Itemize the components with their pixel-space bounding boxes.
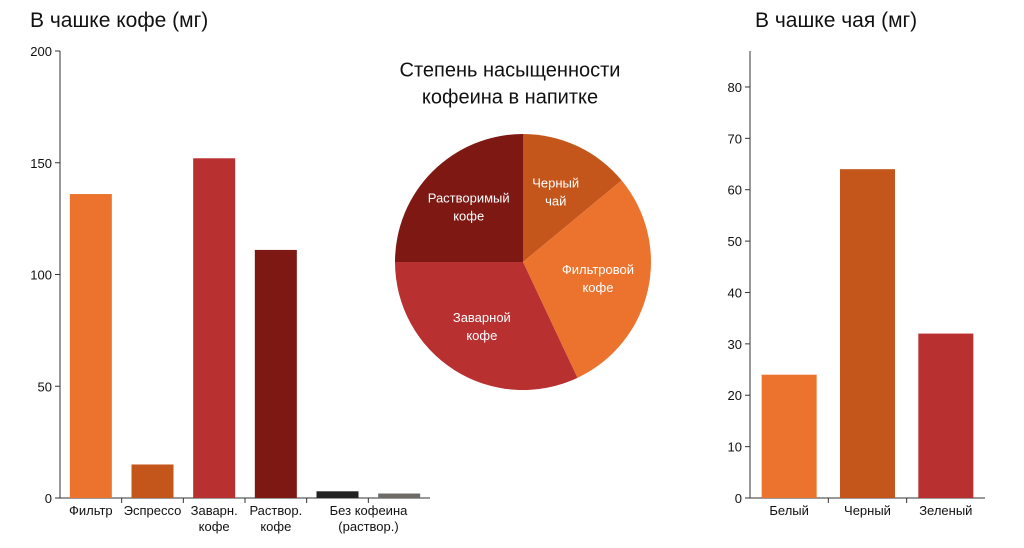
chart-title: Степень насыщенности кофеина в напитке (400, 60, 621, 109)
bar (918, 333, 974, 498)
bar (193, 158, 236, 498)
y-tick-label: 40 (728, 285, 742, 300)
y-tick-label: 60 (728, 183, 742, 198)
slice-label: Заварной кофе (453, 310, 511, 343)
y-tick-label: 10 (728, 440, 742, 455)
pie-slice (395, 134, 523, 262)
x-tick-label: Заварн. кофе (191, 503, 238, 534)
y-tick-label: 200 (30, 44, 52, 59)
x-tick-label: Эспрессо (124, 503, 182, 518)
slice-label: Черный чай (532, 176, 579, 209)
pie-slice (395, 262, 578, 391)
x-tick-label: Без кофеина (раствор.) (330, 503, 408, 534)
x-tick-label: Черный (844, 503, 891, 518)
pie-slice (523, 180, 651, 378)
x-tick-label: Раствор. кофе (249, 503, 302, 534)
bar (254, 249, 297, 498)
bar (131, 464, 174, 498)
y-tick-label: 0 (735, 491, 742, 506)
x-tick-label: Зеленый (919, 503, 972, 518)
y-tick-label: 30 (728, 337, 742, 352)
y-tick-label: 100 (30, 268, 52, 283)
slice-label: Фильтровой кофе (562, 262, 634, 295)
slice-label: Растворимый кофе (428, 191, 510, 224)
x-tick-label: Белый (769, 503, 809, 518)
chart-title: В чашке чая (мг) (755, 9, 917, 32)
y-tick-label: 50 (38, 379, 52, 394)
x-tick-label: Фильтр (69, 503, 113, 518)
y-tick-label: 150 (30, 156, 52, 171)
y-tick-label: 70 (728, 131, 742, 146)
bar (761, 374, 817, 498)
bar (316, 491, 359, 498)
bar (378, 493, 421, 498)
bar (69, 194, 112, 499)
pie-slice (523, 134, 622, 262)
y-tick-label: 50 (728, 234, 742, 249)
y-tick-label: 80 (728, 80, 742, 95)
y-tick-label: 0 (45, 491, 52, 506)
y-tick-label: 20 (728, 388, 742, 403)
bar (840, 169, 895, 498)
chart-title: В чашке кофе (мг) (30, 9, 208, 32)
